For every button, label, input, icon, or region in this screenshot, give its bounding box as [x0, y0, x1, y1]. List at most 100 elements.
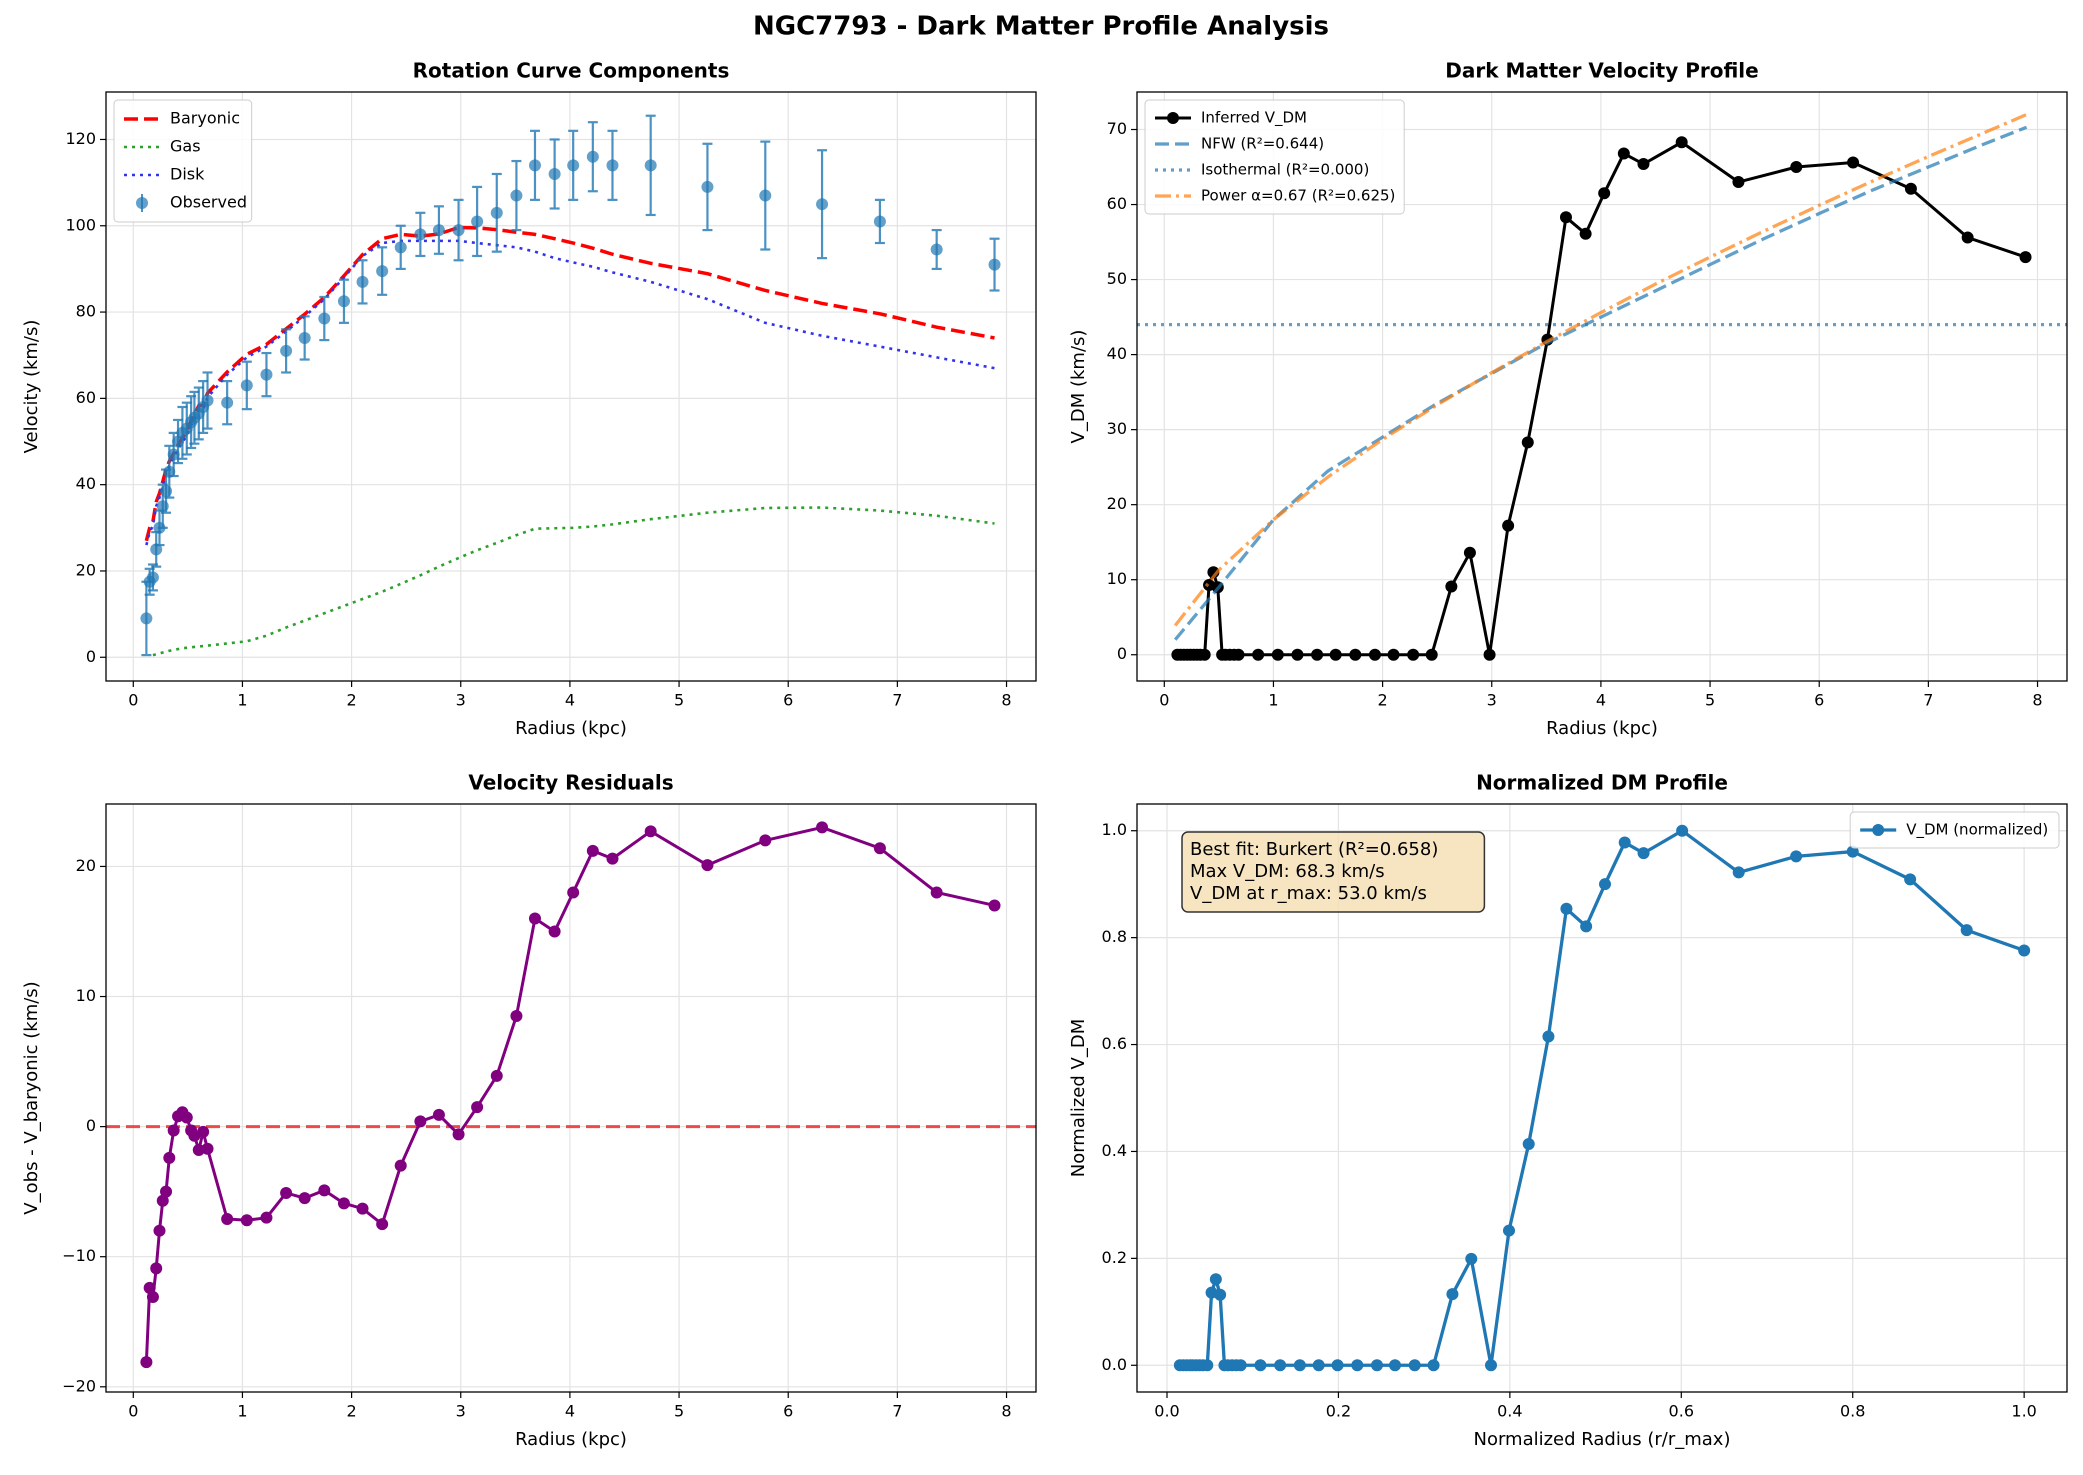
x-tick-label: 5 — [1705, 691, 1715, 710]
data-point — [1617, 147, 1630, 160]
y-tick-label: 100 — [65, 215, 96, 234]
data-point — [180, 1111, 193, 1124]
data-point — [930, 886, 943, 899]
legend-label: Power α=0.67 (R²=0.625) — [1201, 187, 1395, 205]
y-tick-label: 10 — [76, 986, 96, 1005]
x-tick-label: 1 — [1268, 691, 1278, 710]
subplot: 0.0 0.2 0.4 0.6 0.8 1.0 0.0 0.2 0.4 0.6 0.8 1.0 Norm… — [1068, 771, 2068, 1450]
data-point — [2018, 944, 2031, 957]
data-point — [1521, 436, 1534, 449]
data-point — [1427, 1359, 1440, 1372]
y-tick-label: 60 — [1107, 194, 1127, 213]
series-line — [1173, 125, 2028, 641]
x-tick-label: 3 — [1487, 691, 1497, 710]
data-point — [548, 167, 561, 180]
x-axis-label: Radius (kpc) — [515, 718, 627, 739]
data-point — [150, 543, 163, 556]
data-point — [1579, 227, 1592, 240]
x-tick-label: 8 — [2032, 691, 2042, 710]
data-point — [1960, 924, 1973, 937]
data-point — [1637, 847, 1650, 860]
data-point — [1293, 1359, 1306, 1372]
data-point — [150, 1262, 163, 1275]
y-tick-label: −10 — [62, 1246, 96, 1265]
legend-label: Disk — [170, 165, 205, 184]
data-point — [337, 1197, 350, 1210]
data-point — [2019, 251, 2032, 264]
data-point — [644, 825, 657, 838]
data-point — [1790, 161, 1803, 174]
data-point — [394, 241, 407, 254]
legend-marker — [1872, 824, 1885, 836]
annotation-text: Best fit: Burkert (R²=0.658) — [1190, 839, 1438, 860]
data-point — [759, 834, 772, 847]
data-point — [240, 1214, 253, 1227]
data-point — [298, 1192, 311, 1205]
data-point — [1846, 845, 1859, 858]
data-point — [471, 215, 484, 228]
plot-area — [140, 114, 1001, 657]
annotation-text: Max V_DM: 68.3 km/s — [1190, 861, 1385, 882]
x-tick-label: 8 — [1001, 691, 1011, 710]
data-point — [432, 1108, 445, 1121]
plot-area — [140, 821, 1001, 1369]
data-point — [1387, 648, 1400, 661]
data-point — [1465, 1252, 1478, 1265]
data-point — [240, 379, 253, 392]
data-point — [1234, 1359, 1247, 1372]
data-point — [153, 1224, 166, 1237]
y-tick-label: −20 — [62, 1376, 96, 1395]
legend-label: Baryonic — [170, 109, 240, 128]
axes-frame — [1136, 91, 2068, 682]
data-point — [1389, 1359, 1401, 1372]
subplot-title: Normalized DM Profile — [1476, 771, 1728, 795]
data-point — [1904, 182, 1917, 195]
data-point — [1904, 873, 1917, 886]
data-point — [1790, 850, 1803, 863]
data-point — [1329, 648, 1342, 661]
data-point — [548, 925, 561, 938]
data-point — [394, 1159, 407, 1172]
data-point — [163, 465, 176, 478]
data-point — [606, 852, 619, 865]
data-point — [298, 331, 311, 344]
data-point — [414, 1115, 427, 1128]
data-point — [156, 1194, 169, 1207]
x-tick-label: 0.4 — [1497, 1402, 1522, 1421]
data-point — [1291, 648, 1304, 661]
legend-box — [1849, 811, 2060, 849]
data-point — [1560, 902, 1573, 915]
data-point — [337, 295, 350, 308]
subplot: 0 1 2 3 4 5 6 7 8 0 10 20 30 40 50 60 70 Dark Matter Velo… — [1068, 59, 2068, 739]
y-tick-label: 1.0 — [1102, 820, 1127, 839]
data-point — [701, 859, 714, 872]
data-point — [1599, 878, 1611, 891]
annotation-box — [1181, 831, 1486, 913]
data-point — [143, 1281, 156, 1294]
y-tick-label: 0.6 — [1102, 1034, 1127, 1053]
data-point — [1618, 836, 1631, 849]
data-point — [1732, 176, 1745, 189]
x-tick-label: 7 — [892, 691, 902, 710]
y-tick-label: 70 — [1107, 119, 1127, 138]
data-point — [156, 500, 169, 513]
y-tick-label: 10 — [1107, 569, 1127, 588]
data-point — [1463, 546, 1476, 559]
x-tick-label: 2 — [347, 1402, 357, 1421]
data-point — [1522, 1137, 1535, 1150]
y-tick-label: 60 — [76, 388, 96, 407]
data-point — [1331, 1359, 1344, 1372]
data-point — [816, 821, 829, 834]
y-tick-label: 0.0 — [1102, 1355, 1127, 1374]
data-point — [1198, 648, 1211, 661]
data-point — [356, 275, 369, 288]
y-tick-label: 40 — [1107, 344, 1127, 363]
legend: V_DM (normalized) — [1849, 811, 2060, 849]
data-point — [1732, 866, 1745, 879]
x-tick-label: 0.6 — [1669, 1402, 1694, 1421]
data-point — [490, 206, 503, 219]
series-line — [152, 506, 995, 657]
y-tick-label: 50 — [1107, 269, 1127, 288]
x-tick-label: 7 — [1923, 691, 1933, 710]
y-tick-label: 80 — [76, 302, 96, 321]
